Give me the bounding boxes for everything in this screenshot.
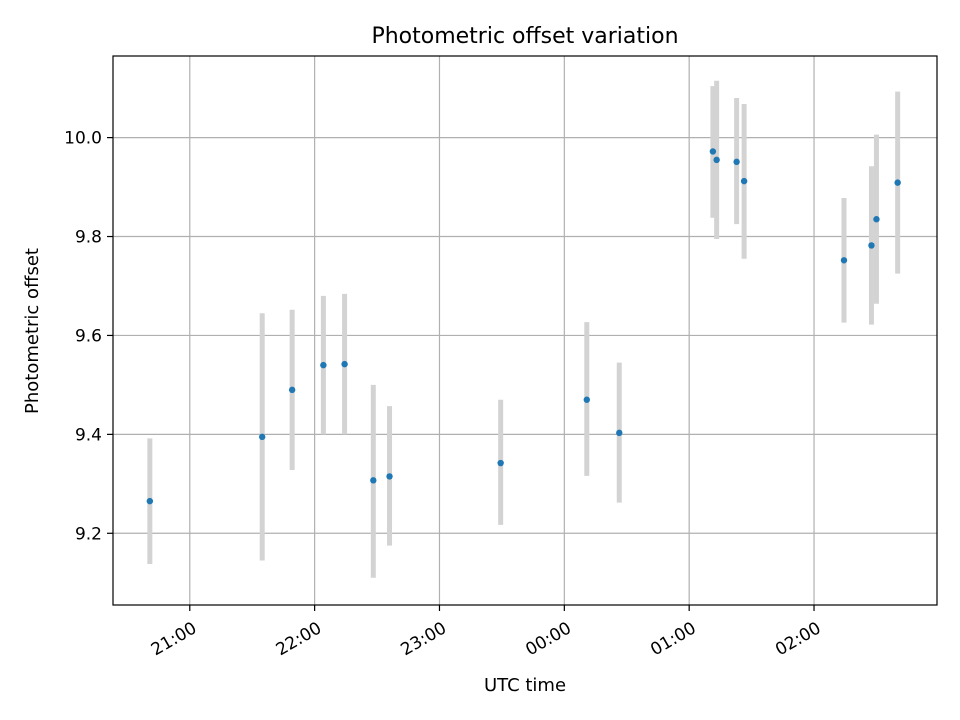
data-point bbox=[258, 433, 266, 441]
x-tick-label: 01:00 bbox=[647, 618, 699, 660]
grid-lines bbox=[113, 56, 937, 605]
y-axis: 9.2 9.4 9.6 9.8 10.0 bbox=[64, 129, 113, 544]
data-point bbox=[386, 473, 393, 480]
x-tick-label: 23:00 bbox=[398, 618, 450, 660]
x-tick-label: 02:00 bbox=[772, 618, 824, 660]
data-point bbox=[873, 216, 880, 223]
data-point bbox=[146, 497, 154, 505]
data-point bbox=[341, 360, 348, 368]
data-point bbox=[583, 396, 590, 403]
data-point bbox=[709, 148, 717, 155]
data-point bbox=[740, 177, 748, 185]
data-point bbox=[497, 459, 504, 467]
x-tick-label: 21:00 bbox=[148, 618, 200, 660]
y-tick-label: 9.2 bbox=[75, 524, 102, 544]
data-point bbox=[288, 386, 296, 394]
x-tick-label: 00:00 bbox=[522, 618, 574, 660]
x-axis-label: UTC time bbox=[484, 675, 566, 696]
y-axis-label: Photometric offset bbox=[22, 248, 43, 414]
plot-frame bbox=[112, 55, 938, 606]
data-point bbox=[370, 477, 377, 484]
data-point bbox=[713, 156, 720, 164]
y-tick-label: 10.0 bbox=[64, 129, 102, 149]
y-tick-label: 9.6 bbox=[75, 326, 102, 346]
data-point bbox=[733, 158, 740, 166]
chart-title: Photometric offset variation bbox=[371, 24, 678, 49]
data-points bbox=[146, 148, 901, 505]
data-point bbox=[320, 361, 327, 369]
y-tick-label: 9.4 bbox=[75, 425, 102, 445]
data-point bbox=[894, 179, 901, 186]
x-axis: 21:00 22:00 23:00 00:00 01:00 02:00 bbox=[148, 605, 825, 660]
data-point bbox=[616, 429, 623, 437]
data-point bbox=[840, 257, 848, 264]
data-point bbox=[868, 242, 875, 249]
y-tick-label: 9.8 bbox=[75, 228, 102, 248]
error-bars bbox=[147, 80, 901, 578]
x-tick-label: 22:00 bbox=[273, 618, 325, 660]
